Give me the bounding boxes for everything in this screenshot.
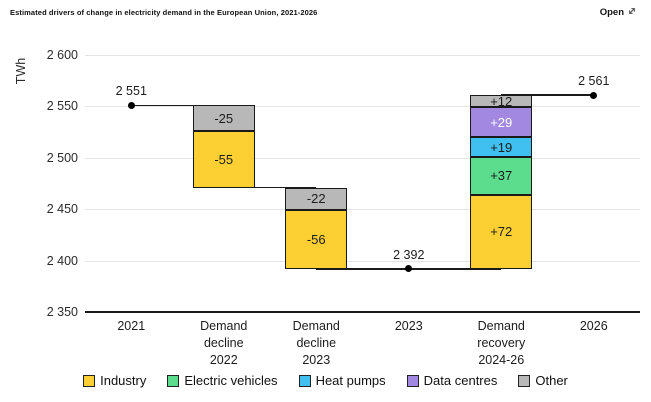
x-axis-label-line: 2024-26: [478, 353, 525, 367]
gridline: [85, 55, 640, 56]
segment-value-label: +72: [490, 224, 513, 240]
marker-value-label: 2 392: [393, 247, 425, 262]
x-axis-label-line: 2021: [117, 319, 146, 333]
bar-segment-heat-pumps: +19: [470, 137, 533, 157]
connector-line: [131, 104, 224, 107]
connector-line: [223, 186, 317, 189]
legend-label: Electric vehicles: [184, 373, 278, 388]
bar-segment-industry: +72: [470, 194, 533, 269]
x-axis-label-demand-decline-2023: Demand decline 2023: [270, 318, 362, 369]
x-axis-baseline: [85, 311, 640, 313]
x-axis-label-demand-decline-2022: Demand decline 2022: [178, 318, 270, 369]
y-axis-tick-label: 2 600: [46, 48, 78, 62]
x-axis-label-line: 2023: [394, 319, 423, 333]
segment-value-label: +37: [490, 168, 513, 184]
x-axis-label-line: 2023: [302, 353, 331, 367]
legend-item-electric-vehicles[interactable]: Electric vehicles: [167, 373, 278, 388]
x-axis-label-demand-recovery-2024-26: Demand recovery 2024-26: [455, 318, 547, 369]
bar-segment-other: -25: [192, 105, 255, 132]
segment-value-label: -55: [214, 151, 234, 167]
legend-label: Industry: [100, 373, 147, 388]
legend-item-heat-pumps[interactable]: Heat pumps: [298, 373, 386, 388]
bar-segment-industry: -55: [192, 131, 255, 188]
segment-value-label: +29: [490, 114, 513, 130]
legend: Industry Electric vehicles Heat pumps Data …: [0, 373, 651, 388]
connector-line: [501, 94, 594, 96]
open-in-new-icon: [627, 6, 637, 19]
y-axis-tick-label: 2 450: [46, 202, 78, 217]
segment-value-label: -22: [306, 191, 326, 207]
legend-item-other[interactable]: Other: [518, 373, 568, 388]
marker-value-label: 2 561: [578, 74, 610, 89]
x-axis-label-line: recovery: [477, 336, 526, 350]
marker-dot-2021: [127, 101, 135, 109]
legend-swatch: [518, 374, 531, 387]
x-axis-label-line: decline: [296, 336, 337, 350]
open-button-label: Open: [599, 7, 624, 18]
segment-value-label: +12: [490, 93, 513, 109]
x-axis-label-2026: 2026: [548, 318, 640, 335]
legend-item-industry[interactable]: Industry: [83, 373, 146, 388]
legend-label: Data centres: [423, 373, 498, 388]
gridline: [85, 157, 640, 159]
legend-item-data-centres[interactable]: Data centres: [406, 373, 498, 388]
marker-dot-2026: [590, 91, 598, 99]
gridline: [85, 209, 640, 211]
y-axis-tick-label: 2 350: [46, 305, 78, 319]
gridline: [85, 106, 640, 108]
x-axis-label-line: 2026: [579, 319, 608, 333]
legend-label: Heat pumps: [315, 373, 386, 388]
segment-value-label: +19: [490, 139, 513, 155]
marker-dot-2023: [405, 265, 413, 273]
x-axis-label-line: 2022: [209, 353, 238, 367]
x-axis-label-2021: 2021: [85, 318, 177, 335]
bar-segment-data-centres: +29: [470, 107, 533, 138]
gridline: [85, 260, 640, 262]
segment-value-label: -25: [214, 110, 234, 126]
x-axis-label-line: Demand: [477, 319, 525, 333]
bar-segment-electric-vehicles: +37: [470, 156, 533, 195]
bar-segment-industry: -56: [285, 210, 348, 269]
legend-swatch: [298, 374, 311, 387]
bar-segment-other: +12: [470, 93, 533, 109]
x-axis-label-line: Demand: [200, 319, 248, 333]
x-axis-label-line: decline: [203, 336, 244, 350]
y-axis-tick-label: 2 400: [46, 253, 78, 268]
legend-swatch: [406, 374, 419, 387]
segment-value-label: -56: [306, 232, 326, 248]
y-axis-tick-label: 2 550: [46, 99, 78, 114]
legend-swatch: [167, 374, 180, 387]
marker-value-label: 2 551: [115, 84, 147, 99]
chart-title: Estimated drivers of change in electrici…: [10, 8, 318, 17]
legend-swatch: [83, 374, 96, 387]
y-axis-tick-label: 2 500: [46, 150, 78, 165]
x-axis-label-line: Demand: [292, 319, 340, 333]
x-axis-label-2023: 2023: [363, 318, 455, 335]
open-button[interactable]: Open: [594, 5, 643, 20]
legend-label: Other: [535, 373, 568, 388]
bar-segment-other: -22: [285, 187, 348, 211]
y-axis-unit-label: TWh: [14, 57, 29, 85]
